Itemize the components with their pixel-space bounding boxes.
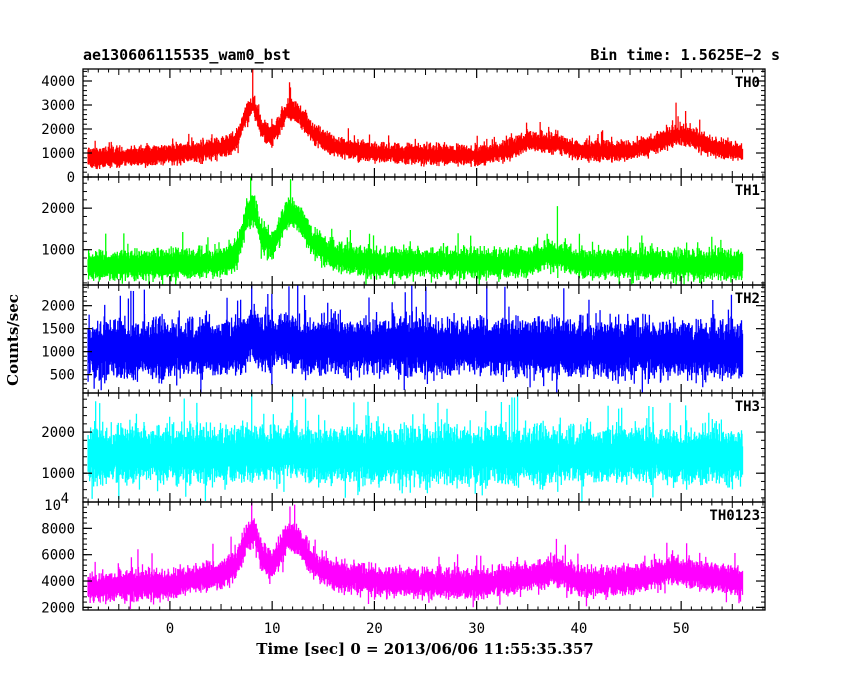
y-top-label: 10 xyxy=(44,498,61,514)
y-tick-label: 8000 xyxy=(41,521,75,537)
x-tick-label: 0 xyxy=(166,621,174,637)
panel-th0123: 2000 4000 6000 8000 TH0123 10 4 xyxy=(41,491,766,616)
series-th0123 xyxy=(87,502,744,609)
x-tick-label: 20 xyxy=(366,621,383,637)
y-tick-label: 4000 xyxy=(41,574,75,590)
series-line-th0123 xyxy=(87,502,744,609)
y-top-label-exponent: 4 xyxy=(61,491,69,507)
series-line-th1 xyxy=(87,177,744,285)
series-th3 xyxy=(87,393,744,502)
bin-time-label: Bin time: 1.5625E−2 s xyxy=(590,46,780,64)
y-tick-label: 1000 xyxy=(41,345,75,361)
y-tick-label: 2000 xyxy=(41,600,75,616)
y-tick-label: 6000 xyxy=(41,548,75,564)
y-tick-label: 1000 xyxy=(41,146,75,162)
y-tick-label: 0 xyxy=(67,170,75,186)
y-tick-label: 2000 xyxy=(41,425,75,441)
panel-th2: 500 1000 1500 2000 TH2 xyxy=(41,284,766,394)
y-tick-label: 1000 xyxy=(41,466,75,482)
series-line-th2 xyxy=(87,285,744,393)
y-axis-title: Counts/sec xyxy=(4,294,22,386)
y-tick-label: 1000 xyxy=(41,243,75,259)
x-tick-label: 10 xyxy=(264,621,281,637)
panel-th1: 1000 2000 TH1 xyxy=(41,176,766,286)
panel-name-label: TH1 xyxy=(735,183,760,199)
y-tick-label: 2000 xyxy=(41,201,75,217)
panel-name-label: TH0123 xyxy=(709,508,760,524)
y-tick-label: 3000 xyxy=(41,98,75,114)
panel-th3: 1000 2000 TH3 xyxy=(41,392,766,503)
panel-name-label: TH0 xyxy=(735,75,760,91)
x-tick-label: 40 xyxy=(570,621,587,637)
series-line-th3 xyxy=(87,393,744,502)
y-tick-label: 1500 xyxy=(41,322,75,338)
series-th1 xyxy=(87,177,744,285)
y-tick-label: 500 xyxy=(50,368,75,384)
series-th0 xyxy=(87,69,744,170)
panel-th0: 0 1000 2000 3000 4000 TH0 xyxy=(41,68,766,186)
y-tick-label: 2000 xyxy=(41,122,75,138)
panel-name-label: TH2 xyxy=(735,291,760,307)
y-tick-label: 2000 xyxy=(41,299,75,315)
panel-name-label: TH3 xyxy=(735,399,760,415)
x-tick-label: 30 xyxy=(468,621,485,637)
series-th2 xyxy=(87,285,744,393)
y-tick-label: 4000 xyxy=(41,74,75,90)
series-line-th0 xyxy=(87,69,744,170)
panel-frame xyxy=(82,501,766,611)
x-axis-title: Time [sec] 0 = 2013/06/06 11:55:35.357 xyxy=(256,640,593,658)
observation-id-label: ae130606115535_wam0_bst xyxy=(83,46,291,64)
x-tick-label: 50 xyxy=(673,621,690,637)
